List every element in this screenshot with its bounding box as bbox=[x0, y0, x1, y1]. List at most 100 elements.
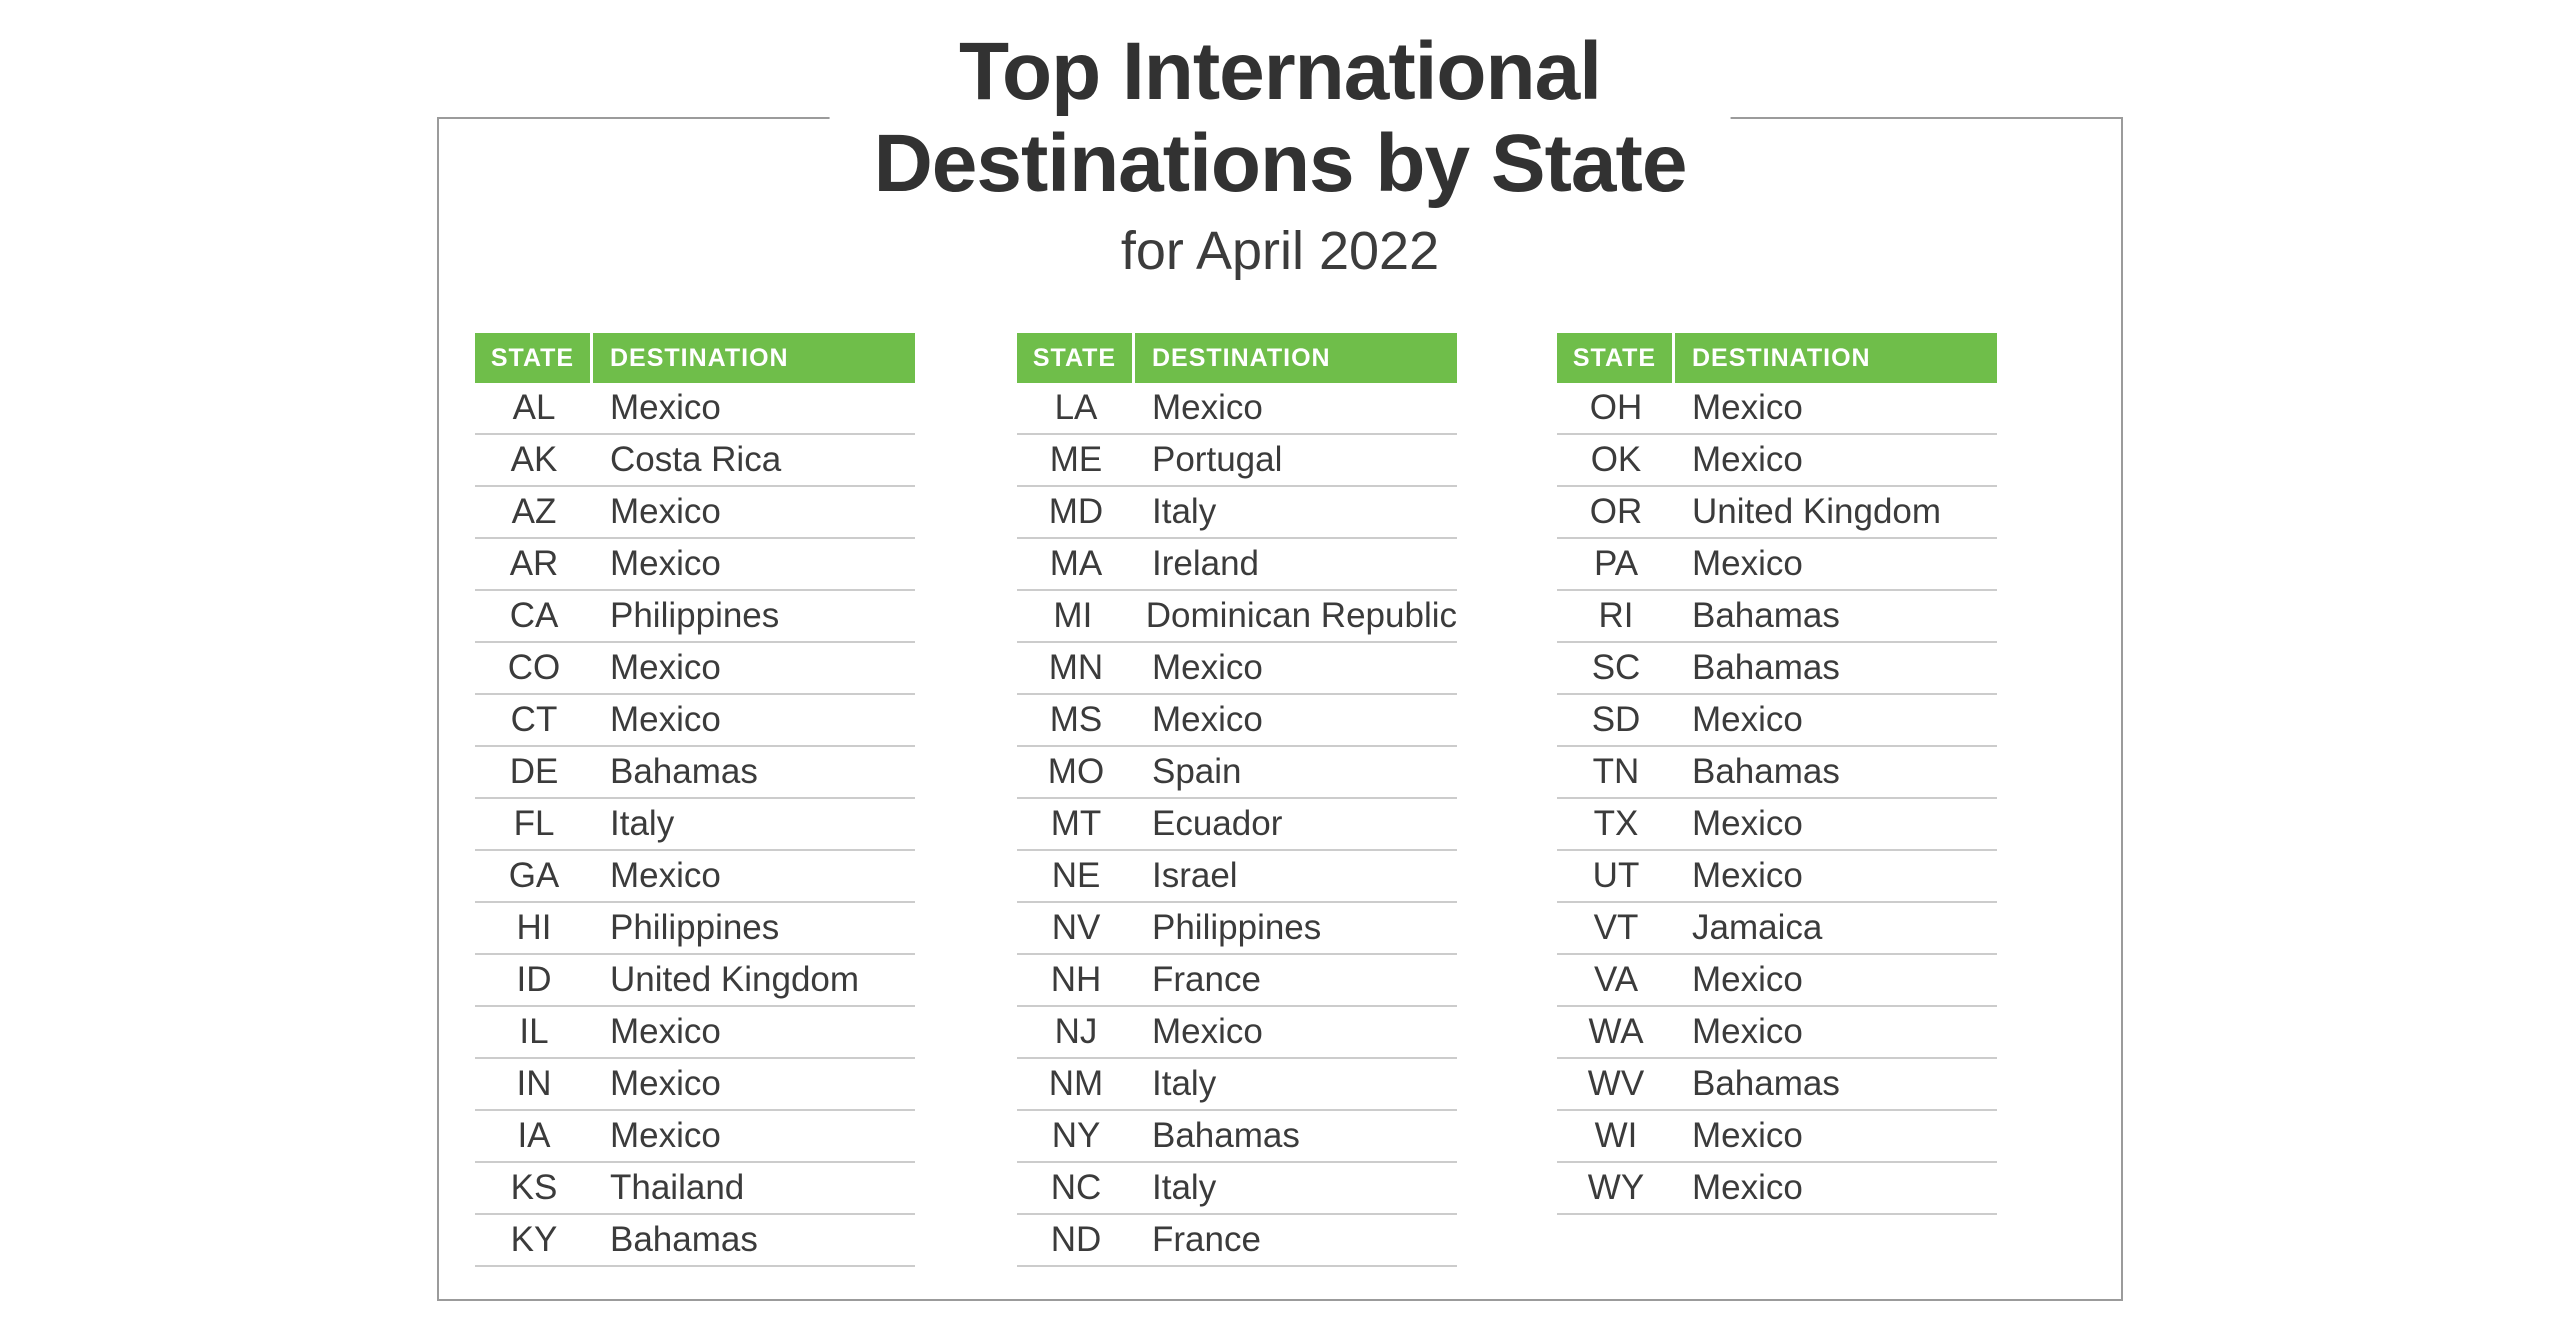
destination-cell: Mexico bbox=[610, 1116, 721, 1155]
destination-cell: Mexico bbox=[1692, 804, 1803, 843]
destination-cell: Italy bbox=[610, 804, 675, 843]
destination-cell: Ireland bbox=[1152, 544, 1260, 583]
state-cell: GA bbox=[508, 856, 560, 895]
destination-cell: Philippines bbox=[1152, 908, 1322, 947]
destination-cell: Mexico bbox=[1692, 1116, 1803, 1155]
destination-column-header: DESTINATION bbox=[1675, 333, 1997, 383]
table-row: AK Costa Rica bbox=[475, 435, 915, 487]
table-row: WI Mexico bbox=[1557, 1111, 1997, 1163]
destination-cell: Mexico bbox=[1692, 856, 1803, 895]
destination-cell: France bbox=[1152, 960, 1261, 999]
destination-cell: Mexico bbox=[1692, 440, 1803, 479]
destination-cell: Italy bbox=[1152, 1168, 1217, 1207]
destination-cell: Italy bbox=[1152, 1064, 1217, 1103]
destination-cell: Bahamas bbox=[1152, 1116, 1300, 1155]
table-header-row: STATE DESTINATION bbox=[1017, 333, 1457, 383]
destination-cell: Portugal bbox=[1152, 440, 1283, 479]
destination-cell: Costa Rica bbox=[610, 440, 782, 479]
state-cell: IA bbox=[517, 1116, 551, 1155]
destination-cell: Bahamas bbox=[610, 1220, 758, 1259]
table-row: MA Ireland bbox=[1017, 539, 1457, 591]
state-cell: KY bbox=[510, 1220, 558, 1259]
destinations-table-3: STATE DESTINATION OH Mexico OK Mexico OR Unit… bbox=[1557, 333, 1997, 1215]
destination-cell: Mexico bbox=[1152, 648, 1263, 687]
destination-cell: Mexico bbox=[1692, 700, 1803, 739]
table-row: AZ Mexico bbox=[475, 487, 915, 539]
state-cell: WA bbox=[1588, 1012, 1644, 1051]
state-cell: DE bbox=[509, 752, 559, 791]
state-cell: WV bbox=[1587, 1064, 1645, 1103]
state-cell: TN bbox=[1592, 752, 1640, 791]
destination-column-header: DESTINATION bbox=[1135, 333, 1457, 383]
state-cell: CA bbox=[509, 596, 559, 635]
table-row: AL Mexico bbox=[475, 383, 915, 435]
state-cell: CO bbox=[507, 648, 561, 687]
destination-cell: Philippines bbox=[610, 596, 780, 635]
table-row: ID United Kingdom bbox=[475, 955, 915, 1007]
destination-cell: United Kingdom bbox=[1692, 492, 1942, 531]
state-cell: NE bbox=[1051, 856, 1101, 895]
tables-layer: STATE DESTINATION AL Mexico AK Costa Rica AZ… bbox=[437, 117, 2123, 1301]
state-cell: PA bbox=[1593, 544, 1639, 583]
state-cell: KS bbox=[510, 1168, 558, 1207]
destination-cell: Bahamas bbox=[1692, 596, 1840, 635]
destinations-table-1: STATE DESTINATION AL Mexico AK Costa Rica AZ… bbox=[475, 333, 915, 1267]
table-row: IN Mexico bbox=[475, 1059, 915, 1111]
state-cell: ME bbox=[1049, 440, 1103, 479]
table-row: NC Italy bbox=[1017, 1163, 1457, 1215]
destination-cell: Mexico bbox=[1692, 544, 1803, 583]
destination-cell: Bahamas bbox=[1692, 648, 1840, 687]
destination-cell: Mexico bbox=[1692, 1168, 1803, 1207]
table-row: NH France bbox=[1017, 955, 1457, 1007]
destination-cell: Mexico bbox=[610, 1064, 721, 1103]
table-row: NM Italy bbox=[1017, 1059, 1457, 1111]
table-row: OK Mexico bbox=[1557, 435, 1997, 487]
table-row: NE Israel bbox=[1017, 851, 1457, 903]
destination-cell: Mexico bbox=[1692, 960, 1803, 999]
table-row: NJ Mexico bbox=[1017, 1007, 1457, 1059]
table-row: MO Spain bbox=[1017, 747, 1457, 799]
destination-cell: Mexico bbox=[1692, 1012, 1803, 1051]
state-cell: HI bbox=[516, 908, 552, 947]
destination-cell: United Kingdom bbox=[610, 960, 860, 999]
table-row: IA Mexico bbox=[475, 1111, 915, 1163]
destination-cell: Mexico bbox=[1152, 700, 1263, 739]
destination-cell: Ecuador bbox=[1152, 804, 1283, 843]
state-cell: NY bbox=[1051, 1116, 1101, 1155]
table-row: MD Italy bbox=[1017, 487, 1457, 539]
state-cell: TX bbox=[1593, 804, 1639, 843]
state-cell: AK bbox=[510, 440, 558, 479]
table-body: AL Mexico AK Costa Rica AZ Mexico AR Mexico CA Ph… bbox=[475, 383, 915, 1267]
state-cell: AZ bbox=[511, 492, 557, 531]
state-cell: MI bbox=[1053, 596, 1093, 635]
table-row: VA Mexico bbox=[1557, 955, 1997, 1007]
table-row: NV Philippines bbox=[1017, 903, 1457, 955]
table-row: FL Italy bbox=[475, 799, 915, 851]
state-cell: AL bbox=[512, 388, 556, 427]
table-row: SC Bahamas bbox=[1557, 643, 1997, 695]
state-cell: OR bbox=[1589, 492, 1643, 531]
table-row: AR Mexico bbox=[475, 539, 915, 591]
table-body: LA Mexico ME Portugal MD Italy MA Ireland MI Domi… bbox=[1017, 383, 1457, 1267]
table-row: ME Portugal bbox=[1017, 435, 1457, 487]
table-row: CO Mexico bbox=[475, 643, 915, 695]
table-row: OR United Kingdom bbox=[1557, 487, 1997, 539]
table-row: RI Bahamas bbox=[1557, 591, 1997, 643]
state-column-header: STATE bbox=[1557, 333, 1675, 383]
state-cell: NJ bbox=[1054, 1012, 1098, 1051]
table-row: MN Mexico bbox=[1017, 643, 1457, 695]
state-column-header: STATE bbox=[1017, 333, 1135, 383]
state-cell: MS bbox=[1049, 700, 1103, 739]
table-row: MT Ecuador bbox=[1017, 799, 1457, 851]
content-card bbox=[437, 117, 2123, 1301]
table-row: KY Bahamas bbox=[475, 1215, 915, 1267]
state-cell: UT bbox=[1592, 856, 1640, 895]
destination-cell: Mexico bbox=[610, 388, 721, 427]
state-cell: SC bbox=[1591, 648, 1641, 687]
state-cell: NC bbox=[1050, 1168, 1102, 1207]
table-row: VT Jamaica bbox=[1557, 903, 1997, 955]
state-cell: IN bbox=[516, 1064, 552, 1103]
destinations-table-2: STATE DESTINATION LA Mexico ME Portugal MD It… bbox=[1017, 333, 1457, 1267]
destination-cell: Israel bbox=[1152, 856, 1238, 895]
